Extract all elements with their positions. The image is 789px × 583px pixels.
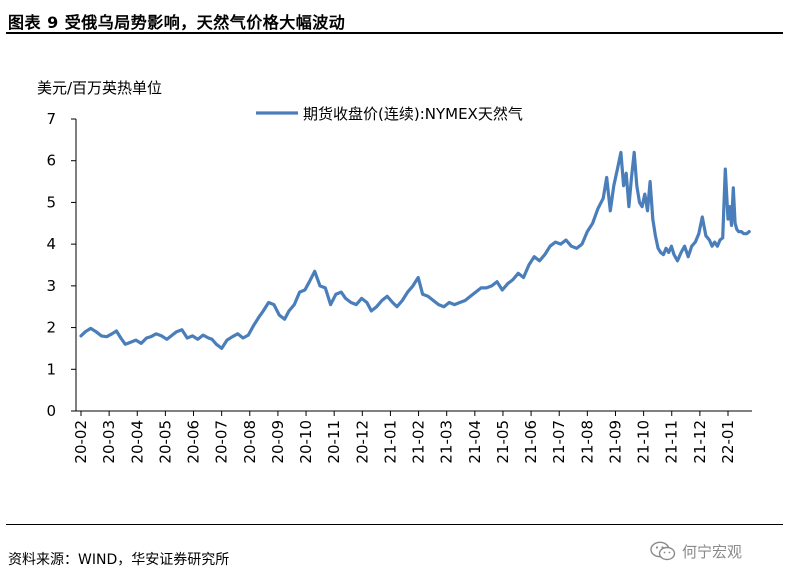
x-tick-label: 21-08 xyxy=(578,420,596,464)
x-tick-label: 20-12 xyxy=(353,420,371,464)
x-tick-label: 20-08 xyxy=(241,420,259,464)
x-tick-label: 20-11 xyxy=(325,420,343,464)
x-tick-label: 20-07 xyxy=(213,420,231,464)
title-bar: 图表 9 受俄乌局势影响，天然气价格大幅波动 xyxy=(6,4,783,34)
x-tick-label: 21-12 xyxy=(691,420,709,464)
watermark: 何宁宏观 xyxy=(650,539,742,563)
x-tick-label: 20-04 xyxy=(128,420,146,464)
x-tick-label: 20-05 xyxy=(156,420,174,464)
x-tick-label: 21-06 xyxy=(522,420,540,464)
y-tick-label: 1 xyxy=(46,360,56,378)
y-tick-label: 4 xyxy=(46,235,56,253)
watermark-text: 何宁宏观 xyxy=(682,542,743,561)
x-tick-label: 21-02 xyxy=(410,420,428,464)
legend-label: 期货收盘价(连续):NYMEX天然气 xyxy=(303,105,523,123)
wechat-icon xyxy=(650,541,676,561)
x-tick-label: 20-09 xyxy=(269,420,287,464)
x-tick-label: 20-03 xyxy=(100,420,118,464)
series-layer xyxy=(79,150,751,350)
x-tick-label: 21-09 xyxy=(606,420,624,464)
x-tick-label: 20-06 xyxy=(185,420,203,464)
x-tick-label: 20-10 xyxy=(297,420,315,464)
y-tick-label: 5 xyxy=(46,193,56,211)
y-tick-label: 6 xyxy=(46,152,56,170)
y-tick-label: 7 xyxy=(46,110,56,128)
y-axis-unit-label: 美元/百万英热单位 xyxy=(37,79,163,97)
x-tick-label: 21-07 xyxy=(550,420,568,464)
source-note: 资料来源：WIND，华安证券研究所 xyxy=(8,552,230,568)
x-tick-label: 22-01 xyxy=(719,420,737,464)
figure-title: 图表 9 受俄乌局势影响，天然气价格大幅波动 xyxy=(8,13,346,32)
chart-axes xyxy=(75,119,752,412)
x-axis-ticks: 20-02 20-03 20-04 20-05 20-06 20-07 20-08 20-09… xyxy=(72,411,737,464)
legend: 期货收盘价(连续):NYMEX天然气 xyxy=(256,105,523,123)
footer-divider xyxy=(6,524,783,525)
x-tick-label: 21-04 xyxy=(466,420,484,464)
x-tick-label: 21-05 xyxy=(494,420,512,464)
y-tick-label: 2 xyxy=(46,319,56,337)
x-tick-label: 21-01 xyxy=(381,420,399,464)
x-tick-label: 21-11 xyxy=(663,420,681,464)
series-line xyxy=(79,150,751,350)
x-tick-label: 21-10 xyxy=(635,420,653,464)
y-tick-label: 0 xyxy=(46,402,56,420)
y-axis-ticks: 0 1 2 3 4 5 6 7 xyxy=(46,110,76,420)
x-tick-label: 20-02 xyxy=(72,420,90,464)
x-tick-label: 21-03 xyxy=(438,420,456,464)
y-tick-label: 3 xyxy=(46,277,56,295)
